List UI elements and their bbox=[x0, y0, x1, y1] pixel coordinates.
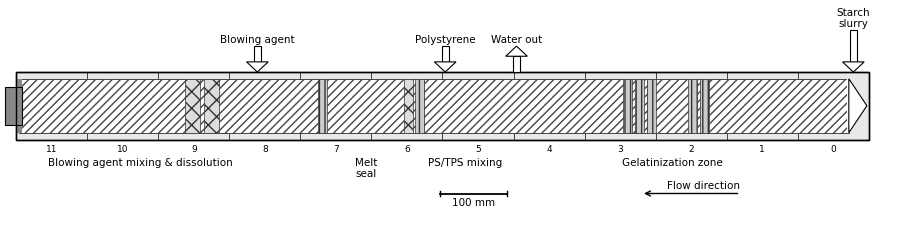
Text: 100 mm: 100 mm bbox=[452, 198, 494, 208]
Bar bbox=[16, 79, 22, 133]
Bar bbox=[634, 79, 643, 133]
Bar bbox=[16, 72, 868, 140]
Text: 6: 6 bbox=[403, 145, 410, 154]
Bar bbox=[19, 79, 848, 133]
Text: 10: 10 bbox=[117, 145, 128, 154]
Bar bbox=[646, 79, 655, 133]
Text: Gelatinization zone: Gelatinization zone bbox=[621, 158, 723, 167]
Text: Water out: Water out bbox=[491, 35, 541, 45]
Bar bbox=[5, 87, 22, 125]
Bar bbox=[849, 30, 856, 62]
Bar bbox=[441, 46, 448, 62]
Polygon shape bbox=[848, 79, 866, 133]
Bar bbox=[185, 79, 200, 133]
Polygon shape bbox=[842, 62, 863, 72]
Text: Starch
slurry: Starch slurry bbox=[835, 8, 870, 29]
Text: 9: 9 bbox=[190, 145, 197, 154]
Bar bbox=[622, 79, 631, 133]
Bar bbox=[253, 46, 261, 62]
Polygon shape bbox=[246, 62, 268, 72]
Bar bbox=[403, 79, 412, 133]
Text: Blowing agent mixing & dissolution: Blowing agent mixing & dissolution bbox=[48, 158, 232, 167]
Text: PS/TPS mixing: PS/TPS mixing bbox=[428, 158, 502, 167]
Bar bbox=[512, 56, 520, 72]
Text: 5: 5 bbox=[474, 145, 481, 154]
Text: 0: 0 bbox=[829, 145, 835, 154]
Polygon shape bbox=[505, 46, 527, 56]
Text: Blowing agent: Blowing agent bbox=[220, 35, 294, 45]
Text: Flow direction: Flow direction bbox=[667, 181, 740, 191]
Text: 11: 11 bbox=[46, 145, 58, 154]
Polygon shape bbox=[434, 62, 456, 72]
Bar bbox=[16, 72, 868, 140]
Text: 8: 8 bbox=[262, 145, 268, 154]
Text: 1: 1 bbox=[759, 145, 764, 154]
Text: 2: 2 bbox=[687, 145, 693, 154]
Text: 3: 3 bbox=[616, 145, 622, 154]
Bar bbox=[204, 79, 219, 133]
Bar bbox=[687, 79, 696, 133]
Text: Melt
seal: Melt seal bbox=[354, 158, 376, 179]
Text: Polystyrene: Polystyrene bbox=[414, 35, 475, 45]
Text: 7: 7 bbox=[333, 145, 338, 154]
Bar bbox=[318, 79, 327, 133]
Bar bbox=[846, 79, 849, 133]
Text: 4: 4 bbox=[546, 145, 551, 154]
Bar bbox=[415, 79, 424, 133]
Bar bbox=[699, 79, 708, 133]
